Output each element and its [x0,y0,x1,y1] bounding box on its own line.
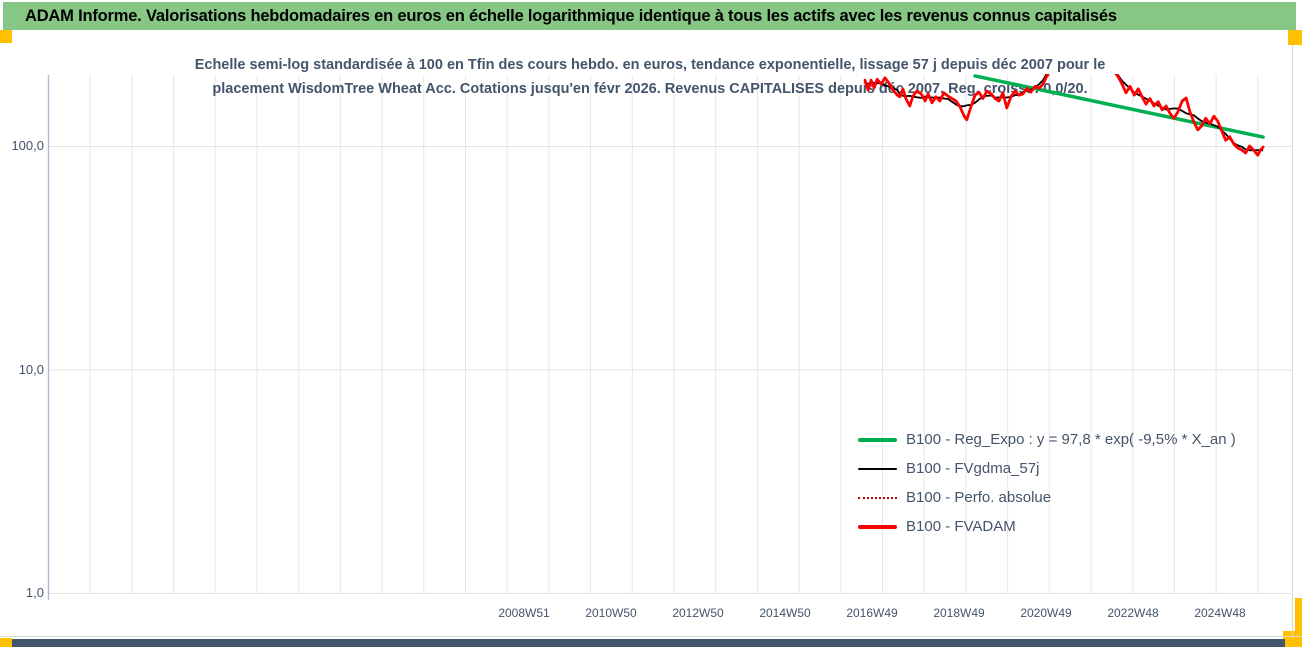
legend-item[interactable]: B100 - Reg_Expo : y = 97,8 * exp( -9,5% … [858,425,1236,454]
x-axis-tick-label: 2018W49 [933,606,985,620]
legend-line-sample-icon [858,467,897,470]
y-axis-tick-label: 10,0 [18,361,44,377]
chart-subtitle-line1: Echelle semi-log standardisée à 100 en T… [194,57,1106,73]
legend-item[interactable]: B100 - Perfo. absolue [858,483,1236,512]
legend-line-sample-icon [858,437,897,442]
legend-line-sample-icon [858,496,897,499]
x-axis-tick-label: 2010W50 [585,606,637,620]
series-group [863,74,1265,157]
yellow-accent-right-edge [1295,598,1302,647]
x-axis-tick-label: 2022W48 [1107,606,1159,620]
x-axis-tick-label: 2024W48 [1194,606,1246,620]
x-axis-tick-label: 2020W49 [1020,606,1072,620]
legend-line-sample-icon [858,524,897,529]
sheet-bottom-border [0,636,1302,637]
series-fvgdma-line [864,74,1264,152]
yellow-accent-bottom-right [1283,631,1302,647]
legend-label: B100 - Perfo. absolue [906,489,1052,506]
chart-legend: B100 - Reg_Expo : y = 97,8 * exp( -9,5% … [858,425,1236,541]
legend-label: B100 - FVgdma_57j [906,460,1040,477]
y-axis-tick-label: 1,0 [25,585,44,600]
legend-item[interactable]: B100 - FVgdma_57j [858,454,1236,483]
series-fvadam-line [863,74,1265,157]
sheet-right-border [1292,45,1293,636]
x-axis-tick-label: 2012W50 [672,606,724,620]
legend-item[interactable]: B100 - FVADAM [858,512,1236,541]
yellow-accent-bottom-left [0,638,12,647]
x-axis-tick-label: 2014W50 [759,606,811,620]
chart-title: ADAM Informe. Valorisations hebdomadaire… [25,6,1117,25]
bottom-bar [12,639,1285,647]
legend-label: B100 - Reg_Expo : y = 97,8 * exp( -9,5% … [906,431,1236,448]
series-perfo-absolue-line [864,74,1264,157]
yellow-accent-top-right [1288,30,1302,45]
legend-label: B100 - FVADAM [906,518,1016,535]
y-axis-tick-label: 100,0 [11,138,44,153]
x-axis-tick-label: 2016W49 [846,606,898,620]
series-reg-expo-line [973,74,1265,139]
yellow-accent-top-left [0,30,12,43]
x-axis-tick-label: 2008W51 [498,606,550,620]
chart-title-bar: ADAM Informe. Valorisations hebdomadaire… [3,2,1296,30]
